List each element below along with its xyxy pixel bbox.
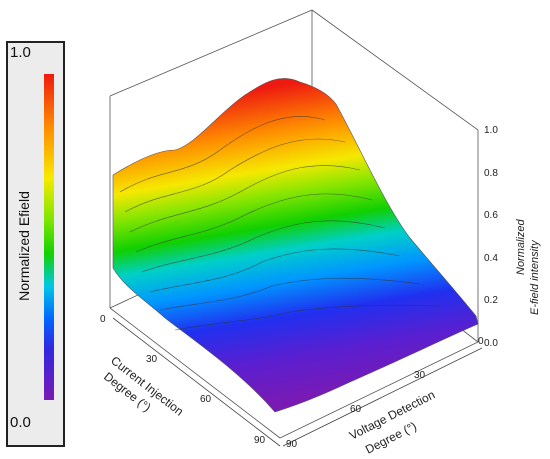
x-tick-30: 30 — [146, 354, 158, 365]
y-tick-60: 60 — [350, 404, 362, 415]
z-axis-title-line1: Normalized — [515, 218, 527, 275]
x-tick-60: 60 — [200, 394, 212, 405]
colorbar-max-label: 1.0 — [10, 44, 31, 61]
contour-lines — [119, 116, 441, 331]
y-tick-30: 30 — [414, 370, 426, 381]
colorbar-panel — [6, 41, 65, 447]
z-tick-0.6: 0.6 — [484, 210, 498, 221]
z-tick-0: 0.0 — [484, 338, 498, 349]
z-tick-0.4: 0.4 — [484, 253, 498, 264]
z-axis-title-line2: E-field intensity — [529, 239, 541, 315]
y-tick-0: 0 — [478, 336, 484, 347]
x-tick-0: 0 — [100, 314, 106, 325]
y-tick-90: 90 — [286, 439, 298, 450]
colorbar-min-label: 0.0 — [10, 414, 31, 431]
colorbar-gradient — [44, 74, 54, 400]
x-tick-90: 90 — [254, 435, 266, 446]
z-tick-1.0: 1.0 — [484, 125, 498, 136]
z-tick-0.8: 0.8 — [484, 168, 498, 179]
z-tick-0.2: 0.2 — [484, 295, 498, 306]
z-axis: 0.0 0.2 0.4 0.6 0.8 1.0 Normalized E-fie… — [484, 125, 541, 349]
efield-surface — [112, 78, 479, 413]
